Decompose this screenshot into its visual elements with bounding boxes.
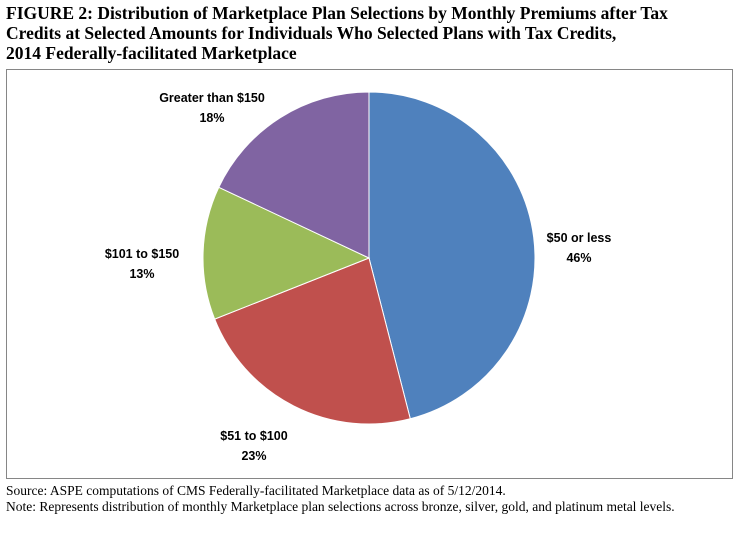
pie-slice-3 bbox=[218, 91, 370, 259]
chart-title-line-3: 2014 Federally-facilitated Marketplace bbox=[6, 43, 297, 63]
slice-value-label-0: 46% bbox=[566, 251, 591, 265]
chart-title: FIGURE 2: Distribution of Marketplace Pl… bbox=[6, 3, 731, 63]
slice-value-label-1: 23% bbox=[241, 449, 266, 463]
slice-label-1: $51 to $100 bbox=[220, 429, 287, 443]
slice-value-label-3: 18% bbox=[199, 111, 224, 125]
chart-title-line-1: FIGURE 2: Distribution of Marketplace Pl… bbox=[6, 3, 668, 23]
chart-area: $50 or less 46% $51 to $100 23% $101 to $150… bbox=[6, 69, 733, 479]
chart-title-line-2: Credits at Selected Amounts for Individu… bbox=[6, 23, 617, 43]
slice-label-2: $101 to $150 bbox=[105, 247, 179, 261]
pie-chart: $50 or less 46% $51 to $100 23% $101 to $150… bbox=[105, 91, 612, 463]
footnote: Note: Represents distribution of monthly… bbox=[6, 499, 675, 514]
pie-slice-2 bbox=[202, 186, 371, 320]
source-note: Source: ASPE computations of CMS Federal… bbox=[6, 483, 506, 498]
chart-notes: Source: ASPE computations of CMS Federal… bbox=[6, 483, 734, 515]
pie-slice-1 bbox=[214, 257, 411, 425]
slice-label-3: Greater than $150 bbox=[159, 91, 265, 105]
pie-slice-0 bbox=[368, 91, 536, 420]
slice-label-0: $50 or less bbox=[547, 231, 612, 245]
slice-value-label-2: 13% bbox=[129, 267, 154, 281]
